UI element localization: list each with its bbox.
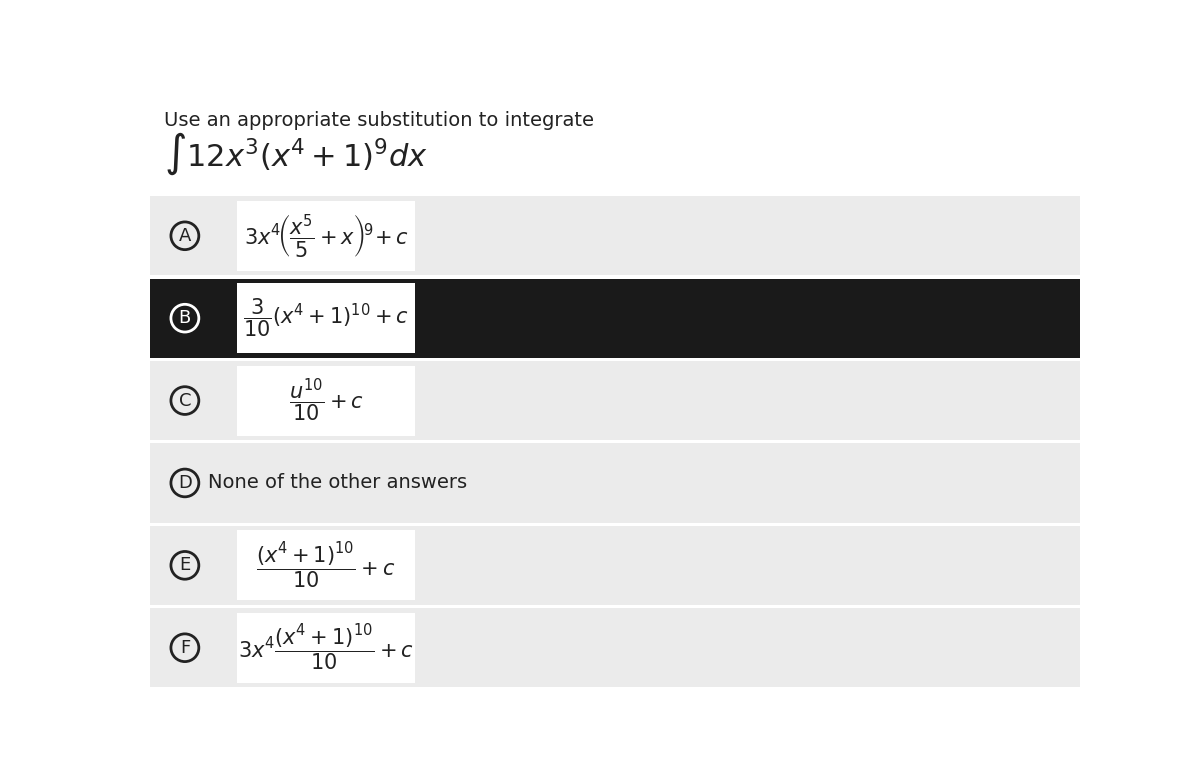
Bar: [150, 440, 1080, 444]
Bar: [150, 94, 1080, 194]
Bar: [236, 201, 415, 271]
Bar: [150, 687, 1080, 690]
Bar: [150, 522, 1080, 526]
Text: None of the other answers: None of the other answers: [208, 473, 467, 493]
Text: A: A: [179, 226, 191, 244]
Bar: [150, 608, 1080, 687]
Text: F: F: [180, 639, 190, 657]
Text: $3x^4\dfrac{(x^4+1)^{10}}{10}+c$: $3x^4\dfrac{(x^4+1)^{10}}{10}+c$: [238, 622, 414, 673]
Bar: [150, 444, 1080, 522]
Text: D: D: [178, 474, 192, 492]
Bar: [150, 361, 1080, 440]
Bar: [236, 530, 415, 601]
Text: B: B: [179, 309, 191, 327]
Bar: [150, 276, 1080, 279]
Bar: [150, 196, 1080, 276]
Bar: [236, 613, 415, 683]
Bar: [150, 605, 1080, 608]
Text: $\dfrac{3}{10}(x^4+1)^{10}+c$: $\dfrac{3}{10}(x^4+1)^{10}+c$: [244, 297, 409, 340]
Bar: [236, 366, 415, 436]
Text: C: C: [179, 391, 191, 409]
Bar: [236, 284, 415, 353]
Text: $\int 12x^3(x^4+1)^9dx$: $\int 12x^3(x^4+1)^9dx$: [164, 130, 428, 177]
Text: $\dfrac{u^{10}}{10}+c$: $\dfrac{u^{10}}{10}+c$: [288, 376, 364, 424]
Text: $\dfrac{(x^4+1)^{10}}{10}+c$: $\dfrac{(x^4+1)^{10}}{10}+c$: [257, 540, 396, 590]
Bar: [150, 358, 1080, 361]
Text: Use an appropriate substitution to integrate: Use an appropriate substitution to integ…: [164, 111, 594, 130]
Bar: [150, 526, 1080, 605]
Text: E: E: [179, 556, 191, 574]
Text: $3x^4\!\left(\dfrac{x^5}{5}+x\right)^{\!9}\!+c$: $3x^4\!\left(\dfrac{x^5}{5}+x\right)^{\!…: [244, 212, 408, 259]
Bar: [150, 279, 1080, 358]
